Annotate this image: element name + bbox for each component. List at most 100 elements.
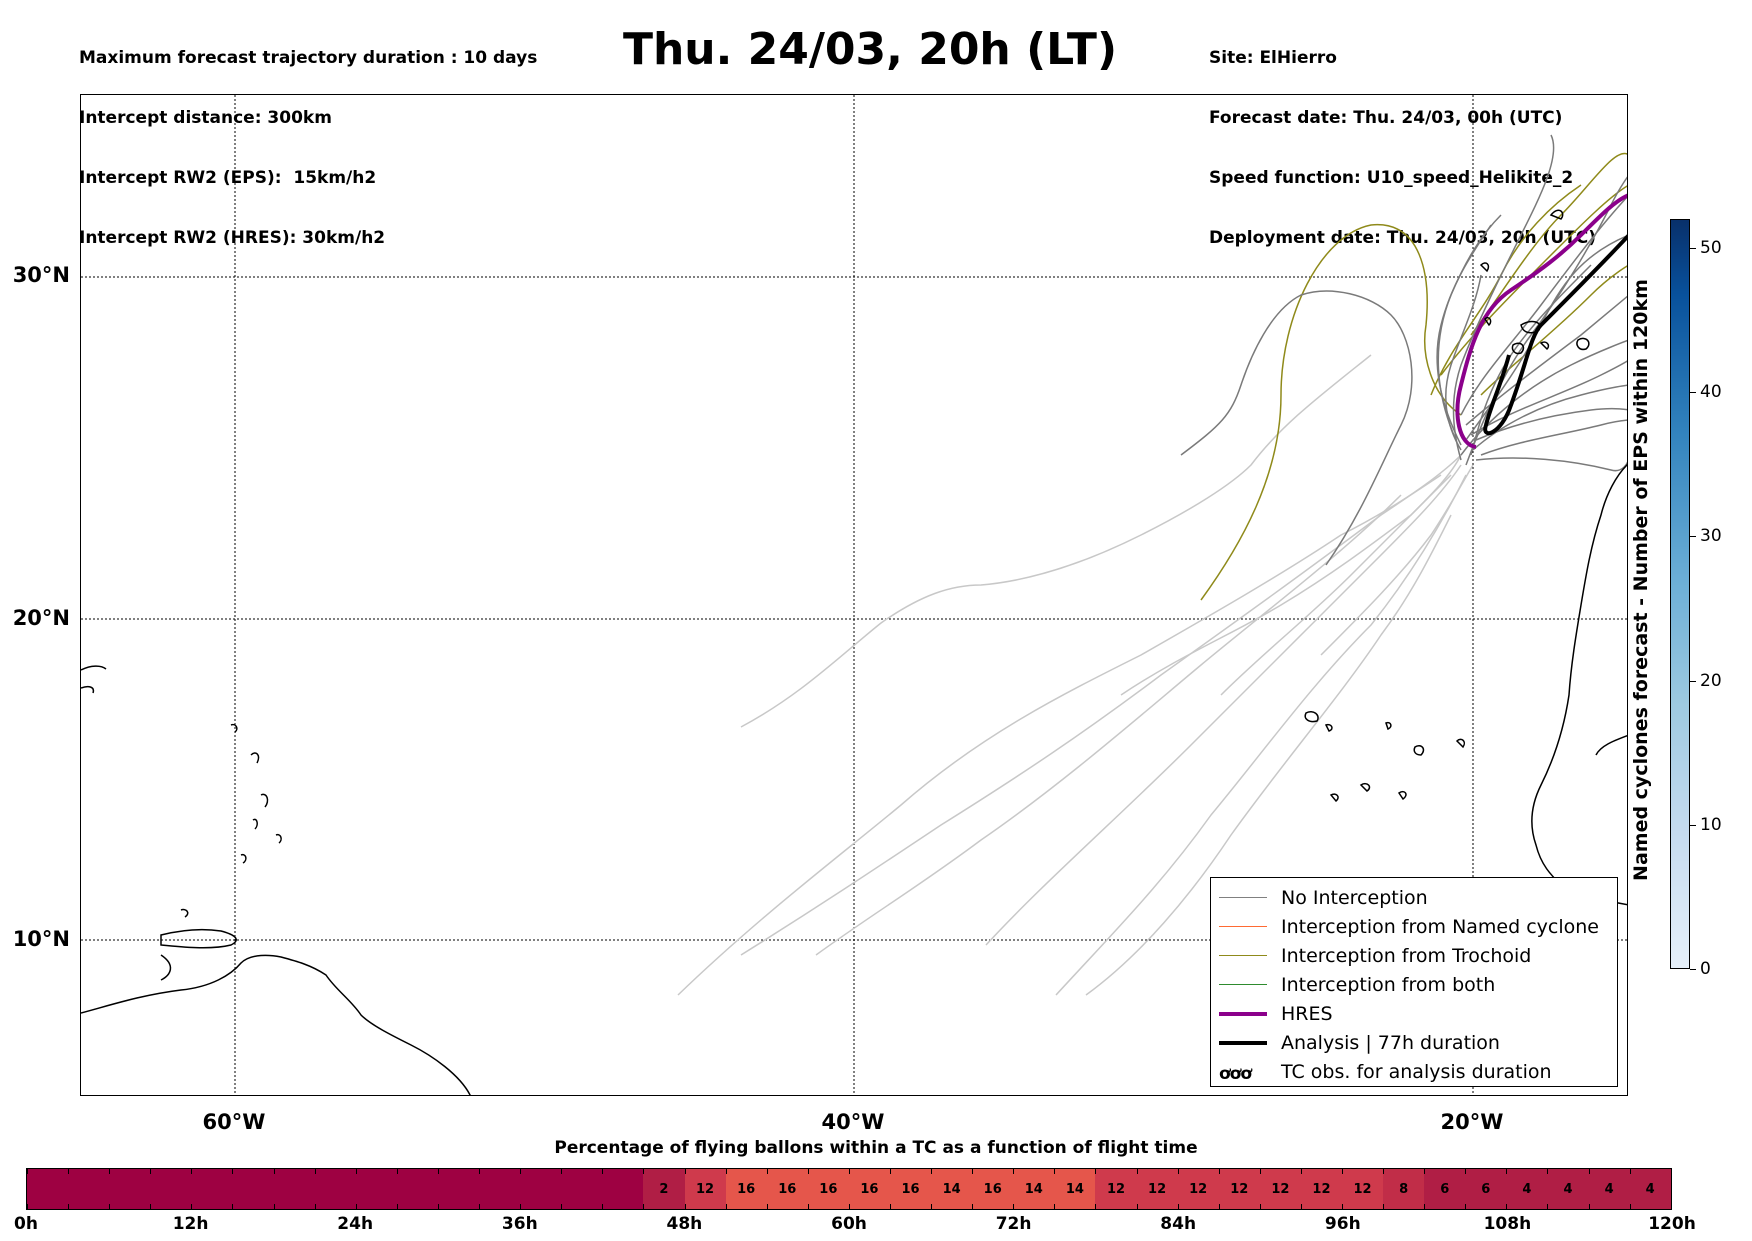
legend-swatch [1219,1004,1267,1024]
time-bar-cell-value: 6 [1481,1181,1491,1197]
legend-item-analysis: Analysis | 77h duration [1211,1028,1617,1057]
time-bar-cell: 14 [931,1169,973,1209]
lon-label-40w: 40°W [821,1110,885,1134]
colorbar-title: Named cyclones forecast - Number of EPS … [1630,279,1652,881]
time-bar-cell: 14 [1013,1169,1055,1209]
time-bar-cell [68,1169,110,1209]
time-bar-cell-value: 4 [1645,1181,1655,1197]
time-bar-cell [355,1169,397,1209]
site-text: Site: ElHierro [1209,48,1337,68]
time-bar-cell-value: 8 [1399,1181,1409,1197]
header-left: Maximum forecast trajectory duration : 1… [79,8,537,268]
legend: No Interception Interception from Named … [1210,877,1618,1087]
legend-label: Interception from Named cyclone [1281,915,1599,938]
time-axis-label: 12h [172,1214,209,1234]
time-bar-cell-value: 4 [1522,1181,1532,1197]
time-bar-cell: 16 [807,1169,849,1209]
time-bar-cell [437,1169,480,1209]
time-bar-cell-value: 16 [860,1181,879,1197]
time-bar-cell-value: 12 [1271,1181,1290,1197]
time-bar-cell: 16 [889,1169,932,1209]
time-bar-cell-value: 14 [942,1181,961,1197]
time-bar-cell-value: 16 [983,1181,1002,1197]
time-bar-cell: 4 [1506,1169,1548,1209]
forecast-date-text: Forecast date: Thu. 24/03, 00h (UTC) [1209,108,1563,128]
time-axis-label: 36h [501,1214,538,1234]
cyclone-symbol-icon: ơơơ [1219,1063,1252,1084]
graticule [81,95,1627,1095]
time-bar-cell: 4 [1588,1169,1630,1209]
time-bar: 2 12 16 16 16 16 16 14 16 14 14 12 12 12 12 12 12 12 8 6 6 4 4… [26,1168,1672,1210]
intercept-distance-text: Intercept distance: 300km [79,108,332,128]
time-bar-title: Percentage of flying ballons within a TC… [554,1138,1198,1158]
time-bar-cell: 4 [1547,1169,1589,1209]
page-title: Thu. 24/03, 20h (LT) [622,24,1118,75]
hres-trajectory [1455,193,1627,449]
time-bar-cell-value: 16 [901,1181,920,1197]
time-axis-label: 84h [1160,1214,1197,1234]
time-bar-cell-value: 4 [1604,1181,1614,1197]
colorbar-tick [1690,392,1696,394]
trochoid-trajectories [1200,152,1627,601]
colorbar-tick-label: 50 [1700,237,1722,258]
time-bar-cell-value: 16 [819,1181,838,1197]
time-bar-cell-value: 4 [1563,1181,1573,1197]
time-bar-cell: 12 [1342,1169,1384,1209]
time-bar-cell: 6 [1424,1169,1466,1209]
time-bar-cell-value: 12 [1106,1181,1126,1197]
colorbar-tick-label: 10 [1700,814,1722,835]
time-bar-cell: 12 [1259,1169,1301,1209]
time-bar-cell-value: 12 [1148,1181,1167,1197]
time-bar-cell [27,1169,69,1209]
analysis-trajectory [1483,234,1627,436]
time-bar-cell-value: 14 [1024,1181,1043,1197]
legend-item-hres: HRES [1211,999,1617,1028]
colorbar-tick [1690,536,1696,538]
legend-label: Analysis | 77h duration [1281,1031,1500,1054]
time-bar-cell [150,1169,192,1209]
time-bar-cell-value: 2 [659,1181,669,1197]
time-bar-cell: 12 [1300,1169,1342,1209]
time-bar-cell-value: 12 [1230,1181,1249,1197]
time-bar-cell [520,1169,562,1209]
legend-swatch [1219,975,1267,995]
time-axis-label: 60h [831,1214,867,1234]
map-canvas [81,95,1627,1095]
colorbar-tick [1690,969,1696,970]
legend-swatch [1219,917,1267,937]
speed-function-text: Speed function: U10_speed_Helikite_2 [1209,168,1574,188]
time-bar-cell [232,1169,274,1209]
time-bar-cell-value: 16 [737,1181,756,1197]
time-bar-cell-value: 6 [1440,1181,1450,1197]
time-bar-cell: 16 [766,1169,808,1209]
colorbar-tick-label: 20 [1700,670,1722,691]
time-bar-cell: 12 [1095,1169,1137,1209]
legend-label: HRES [1281,1002,1333,1025]
time-bar-cell: 6 [1465,1169,1507,1209]
time-bar-cell: 4 [1629,1169,1671,1209]
time-bar-cell [396,1169,438,1209]
intercept-eps-text: Intercept RW2 (EPS): 15km/h2 [79,168,377,188]
time-bar-cell: 8 [1383,1169,1425,1209]
legend-swatch [1219,1033,1267,1053]
time-axis-label: 96h [1324,1214,1361,1234]
time-bar-cell [479,1169,521,1209]
time-axis-label: 72h [995,1214,1032,1234]
colorbar-tick [1690,824,1696,826]
legend-label: No Interception [1281,886,1428,909]
legend-item-trochoid: Interception from Trochoid [1211,941,1617,970]
time-bar-cell [109,1169,151,1209]
time-bar-cell-value: 12 [1189,1181,1208,1197]
time-bar-cell: 12 [1218,1169,1260,1209]
time-bar-cell-value: 12 [696,1181,715,1197]
time-bar-cell: 2 [643,1169,685,1209]
time-bar-cell [273,1169,315,1209]
time-bar-cell [314,1169,356,1209]
time-bar-cell-value: 14 [1065,1181,1084,1197]
time-bar-cell [602,1169,644,1209]
legend-item-named-cyclone: Interception from Named cyclone [1211,912,1617,941]
time-bar-cell [191,1169,233,1209]
time-bar-cell-value: 12 [1353,1181,1372,1197]
lat-label-20n: 20°N [12,606,70,630]
time-bar-cell: 16 [725,1169,767,1209]
